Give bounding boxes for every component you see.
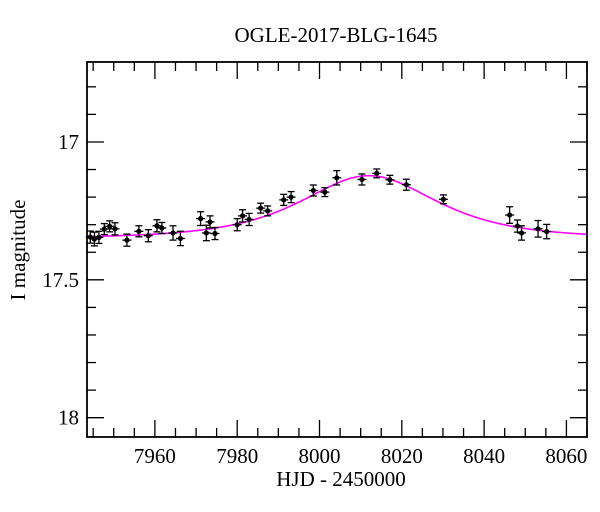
data-point	[105, 220, 115, 233]
point-marker	[246, 216, 252, 223]
point-marker	[387, 177, 393, 183]
point-marker	[258, 205, 264, 211]
point-marker	[535, 226, 541, 232]
data-point	[210, 226, 220, 241]
plot-frame	[86, 61, 588, 438]
data-point	[357, 173, 367, 186]
y-tick-label: 17.5	[42, 268, 79, 292]
x-tick-label: 8060	[545, 444, 587, 468]
point-marker	[514, 223, 521, 229]
data-point	[542, 223, 552, 240]
data-point	[232, 217, 242, 232]
data-point	[157, 221, 167, 235]
point-marker	[239, 213, 246, 219]
point-marker	[101, 226, 107, 232]
point-marker	[403, 182, 409, 188]
data-point	[332, 169, 342, 186]
point-marker	[518, 230, 525, 236]
x-axis-label: HJD - 2450000	[276, 467, 406, 491]
data-point	[134, 225, 144, 238]
data-point	[279, 193, 289, 207]
x-tick-label: 7960	[134, 444, 176, 468]
data-point	[286, 190, 296, 204]
point-marker	[112, 226, 118, 232]
data-point	[308, 184, 318, 197]
data-point	[143, 228, 153, 243]
point-marker	[544, 228, 550, 235]
point-marker	[265, 208, 271, 214]
x-tick-label: 8040	[463, 444, 505, 468]
point-marker	[234, 222, 240, 228]
y-tick-label: 18	[58, 406, 79, 430]
data-point	[320, 187, 330, 198]
point-marker	[154, 223, 160, 229]
point-marker	[96, 234, 102, 240]
data-point	[196, 211, 206, 227]
data-point	[256, 202, 266, 214]
y-tick-label: 17	[58, 130, 79, 154]
data-point	[122, 233, 132, 247]
data-point	[152, 219, 162, 233]
data-point	[238, 209, 248, 223]
data-point	[438, 194, 448, 205]
data-point	[401, 178, 411, 191]
point-marker	[124, 237, 130, 243]
point-marker	[136, 228, 142, 234]
point-marker	[507, 212, 513, 218]
data-point	[517, 225, 527, 241]
data-point	[244, 212, 254, 227]
data-points	[85, 168, 552, 247]
point-marker	[207, 219, 213, 225]
point-marker	[310, 187, 316, 194]
y-axis-label: I magnitude	[6, 200, 30, 301]
x-tick-label: 8020	[381, 444, 423, 468]
point-marker	[334, 175, 340, 181]
data-point	[110, 222, 120, 236]
x-tick-label: 8000	[299, 444, 341, 468]
data-point	[533, 219, 543, 238]
point-marker	[359, 176, 365, 183]
point-marker	[281, 197, 287, 203]
point-marker	[440, 196, 446, 202]
data-point	[263, 205, 273, 217]
data-point	[505, 206, 515, 224]
data-point	[201, 224, 211, 242]
point-marker	[203, 230, 209, 236]
point-marker	[145, 233, 151, 239]
point-marker	[107, 223, 113, 229]
plot-title: OGLE-2017-BLG-1645	[235, 23, 438, 47]
point-marker	[288, 194, 294, 200]
point-marker	[322, 189, 328, 195]
data-point	[168, 225, 178, 241]
data-point	[94, 230, 104, 245]
point-marker	[159, 225, 165, 231]
point-marker	[197, 216, 204, 222]
data-point	[372, 168, 382, 179]
tick-labels: 7960 7980 8000 8020 8040 8060 17 17.5 18	[42, 130, 587, 468]
data-point	[99, 222, 109, 236]
data-point	[385, 174, 395, 185]
data-point	[175, 230, 185, 247]
point-marker	[374, 170, 380, 176]
axis-ticks	[87, 62, 588, 437]
x-tick-label: 7980	[216, 444, 258, 468]
point-marker	[177, 235, 184, 242]
point-marker	[212, 230, 218, 237]
point-marker	[170, 230, 176, 236]
